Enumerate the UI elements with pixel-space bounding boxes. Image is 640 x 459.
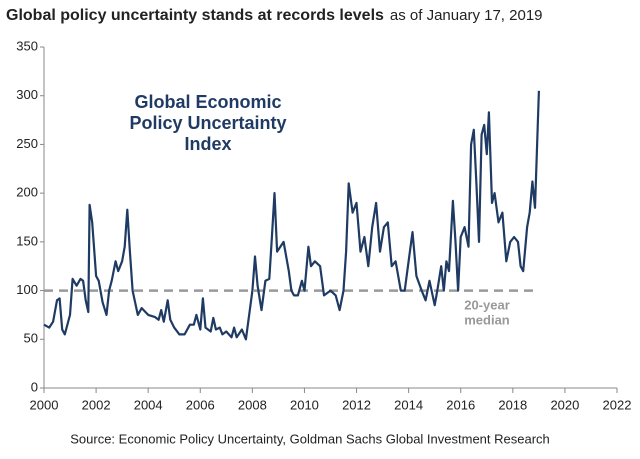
y-tick-label: 50 — [24, 331, 38, 346]
x-tick-label: 2020 — [550, 397, 579, 412]
x-tick-label: 2008 — [238, 397, 267, 412]
annotation: Global Economic — [134, 92, 281, 112]
annotation: Index — [184, 134, 231, 154]
y-tick-label: 100 — [16, 282, 38, 297]
y-tick-label: 200 — [16, 185, 38, 200]
chart-title: Global policy uncertainty stands at reco… — [6, 7, 543, 24]
y-tick-label: 150 — [16, 233, 38, 248]
x-tick-label: 2018 — [498, 397, 527, 412]
y-tick-label: 350 — [16, 38, 38, 53]
median-label: median — [464, 312, 510, 327]
x-tick-label: 2010 — [290, 397, 319, 412]
x-tick-label: 2012 — [342, 397, 371, 412]
title-main: Global policy uncertainty stands at reco… — [6, 7, 384, 24]
x-tick-label: 2022 — [603, 397, 632, 412]
x-tick-label: 2002 — [82, 397, 111, 412]
annotation: Policy Uncertainty — [129, 113, 286, 133]
x-tick-label: 2016 — [446, 397, 475, 412]
x-tick-label: 2000 — [30, 397, 59, 412]
y-tick-label: 300 — [16, 87, 38, 102]
x-tick-label: 2004 — [134, 397, 163, 412]
source: Source: Economic Policy Uncertainty, Gol… — [70, 431, 550, 446]
title-note: as of January 17, 2019 — [390, 7, 543, 24]
median-label: 20-year — [464, 297, 510, 312]
x-tick-label: 2014 — [394, 397, 423, 412]
y-tick-label: 250 — [16, 136, 38, 151]
series-line — [43, 90, 540, 341]
y-tick-label: 0 — [31, 379, 38, 394]
x-tick-label: 2006 — [186, 397, 215, 412]
